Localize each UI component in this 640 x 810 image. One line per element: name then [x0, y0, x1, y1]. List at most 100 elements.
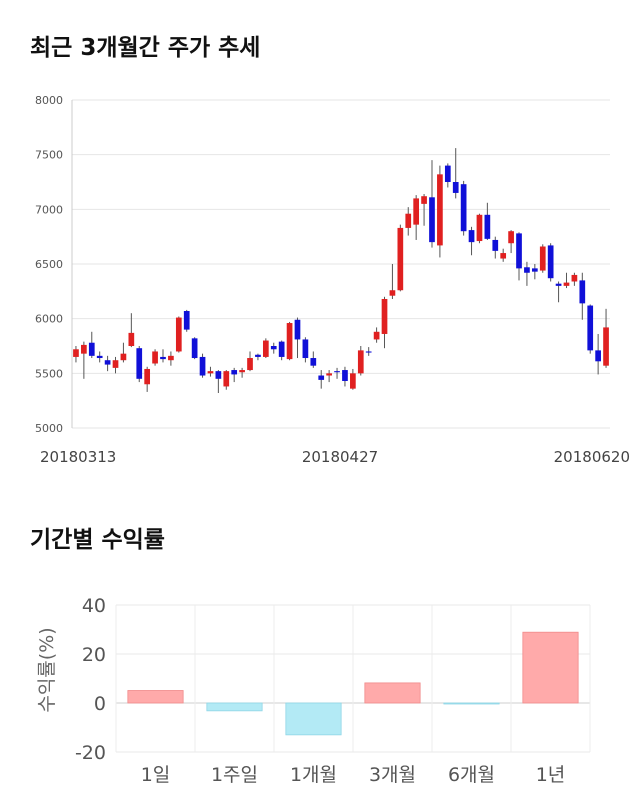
candle-body [500, 253, 507, 259]
candle-body [175, 317, 182, 352]
returns-x-axis: 1일 1주일 1개월 3개월 6개월 1년 [141, 764, 566, 786]
x-tick-label: 20180620 [554, 448, 630, 466]
candle-body [278, 341, 285, 357]
return-bar [443, 702, 500, 705]
candle-body [318, 375, 325, 380]
y-tick-label: 0 [94, 693, 106, 715]
y-tick-label: 5500 [35, 367, 63, 380]
candle-body [342, 370, 348, 381]
y-tick-label: 7500 [35, 149, 63, 162]
y-tick-label: 5000 [35, 422, 63, 435]
candle-body [555, 283, 562, 286]
y-tick-label: 6500 [35, 258, 63, 271]
candle-body [231, 370, 238, 375]
candle-body [334, 371, 340, 373]
return-bar [285, 702, 342, 736]
candle-body [603, 327, 609, 366]
candle-body [136, 348, 143, 379]
candle-body [112, 360, 119, 368]
candle-body [484, 214, 491, 239]
candle-body [516, 233, 522, 269]
candle-body [104, 360, 111, 365]
candle-body [270, 346, 277, 350]
candle-body [96, 355, 103, 359]
candle-body [191, 338, 198, 359]
candle-body [452, 182, 459, 193]
candle-body [357, 350, 364, 374]
candle-body [444, 165, 451, 182]
candle-body [373, 331, 380, 340]
returns-title: 기간별 수익률 [30, 527, 165, 553]
candle-body [128, 332, 135, 346]
return-bar [127, 690, 184, 704]
candle-body [563, 282, 570, 286]
candle-body [239, 370, 245, 373]
candle-body [413, 198, 420, 225]
candle-body [421, 196, 427, 204]
candle-body [492, 239, 499, 251]
candle-body [207, 371, 214, 374]
candle-body [595, 350, 601, 362]
candle-body [350, 373, 356, 389]
candle-body [120, 353, 127, 361]
candle-body [81, 344, 87, 354]
x-tick-label: 20180427 [302, 448, 378, 466]
candle-body [524, 267, 530, 273]
y-tick-label: 40 [82, 595, 106, 617]
candlestick-gridlines [71, 99, 610, 429]
candle-body [160, 356, 166, 360]
candle-body [365, 351, 372, 353]
candle-body [168, 355, 174, 361]
candle-body [183, 311, 190, 330]
y-tick-label: 7000 [35, 203, 63, 216]
candle-body [215, 371, 222, 379]
returns-bars [127, 631, 579, 736]
candle-body [389, 290, 396, 296]
candle-body [547, 245, 554, 279]
candle-body [579, 280, 586, 304]
candle-body [437, 174, 443, 246]
returns-bar-chart: -20 0 20 40 1일 1주일 1개월 3개월 6개월 1년 수익률(%) [36, 595, 591, 786]
x-tick-label: 1년 [536, 764, 566, 786]
candle-body [468, 230, 475, 243]
candle-body [508, 231, 514, 244]
x-tick-label: 1개월 [290, 764, 337, 786]
candle-body [397, 227, 404, 291]
candle-body [531, 268, 538, 272]
candle-body [144, 368, 151, 385]
x-tick-label: 1주일 [211, 764, 258, 786]
candle-body [262, 340, 269, 357]
candle-body [587, 305, 594, 351]
y-tick-label: 8000 [35, 94, 63, 107]
candle-body [476, 214, 483, 242]
candle-body [223, 371, 230, 387]
candle-body [88, 342, 95, 356]
return-bar [206, 702, 263, 712]
candle-body [429, 197, 435, 243]
y-tick-label: 6000 [35, 313, 63, 326]
x-tick-label: 6개월 [448, 764, 495, 786]
candle-body [539, 246, 546, 271]
candle-body [405, 213, 412, 228]
candle-body [294, 319, 301, 340]
candle-body [302, 339, 309, 359]
y-tick-label: -20 [75, 742, 106, 764]
x-tick-label: 20180313 [40, 448, 116, 466]
candle-body [326, 373, 332, 376]
candle-body [152, 351, 158, 364]
returns-y-axis: -20 0 20 40 [75, 595, 106, 764]
candle-body [286, 323, 293, 360]
x-tick-label: 3개월 [369, 764, 416, 786]
x-tick-label: 1일 [141, 764, 171, 786]
returns-gridlines [115, 604, 591, 753]
candle-body [255, 354, 261, 357]
candlestick-x-axis: 20180313 20180427 20180620 [40, 448, 630, 466]
candlestick-y-axis: 5000 5500 6000 6500 7000 7500 8000 [35, 94, 63, 435]
candle-body [460, 184, 467, 232]
candle-body [247, 358, 253, 371]
candle-body [199, 356, 206, 376]
candle-body [310, 358, 317, 366]
candle-body [73, 349, 79, 357]
candlestick-series [73, 148, 609, 394]
